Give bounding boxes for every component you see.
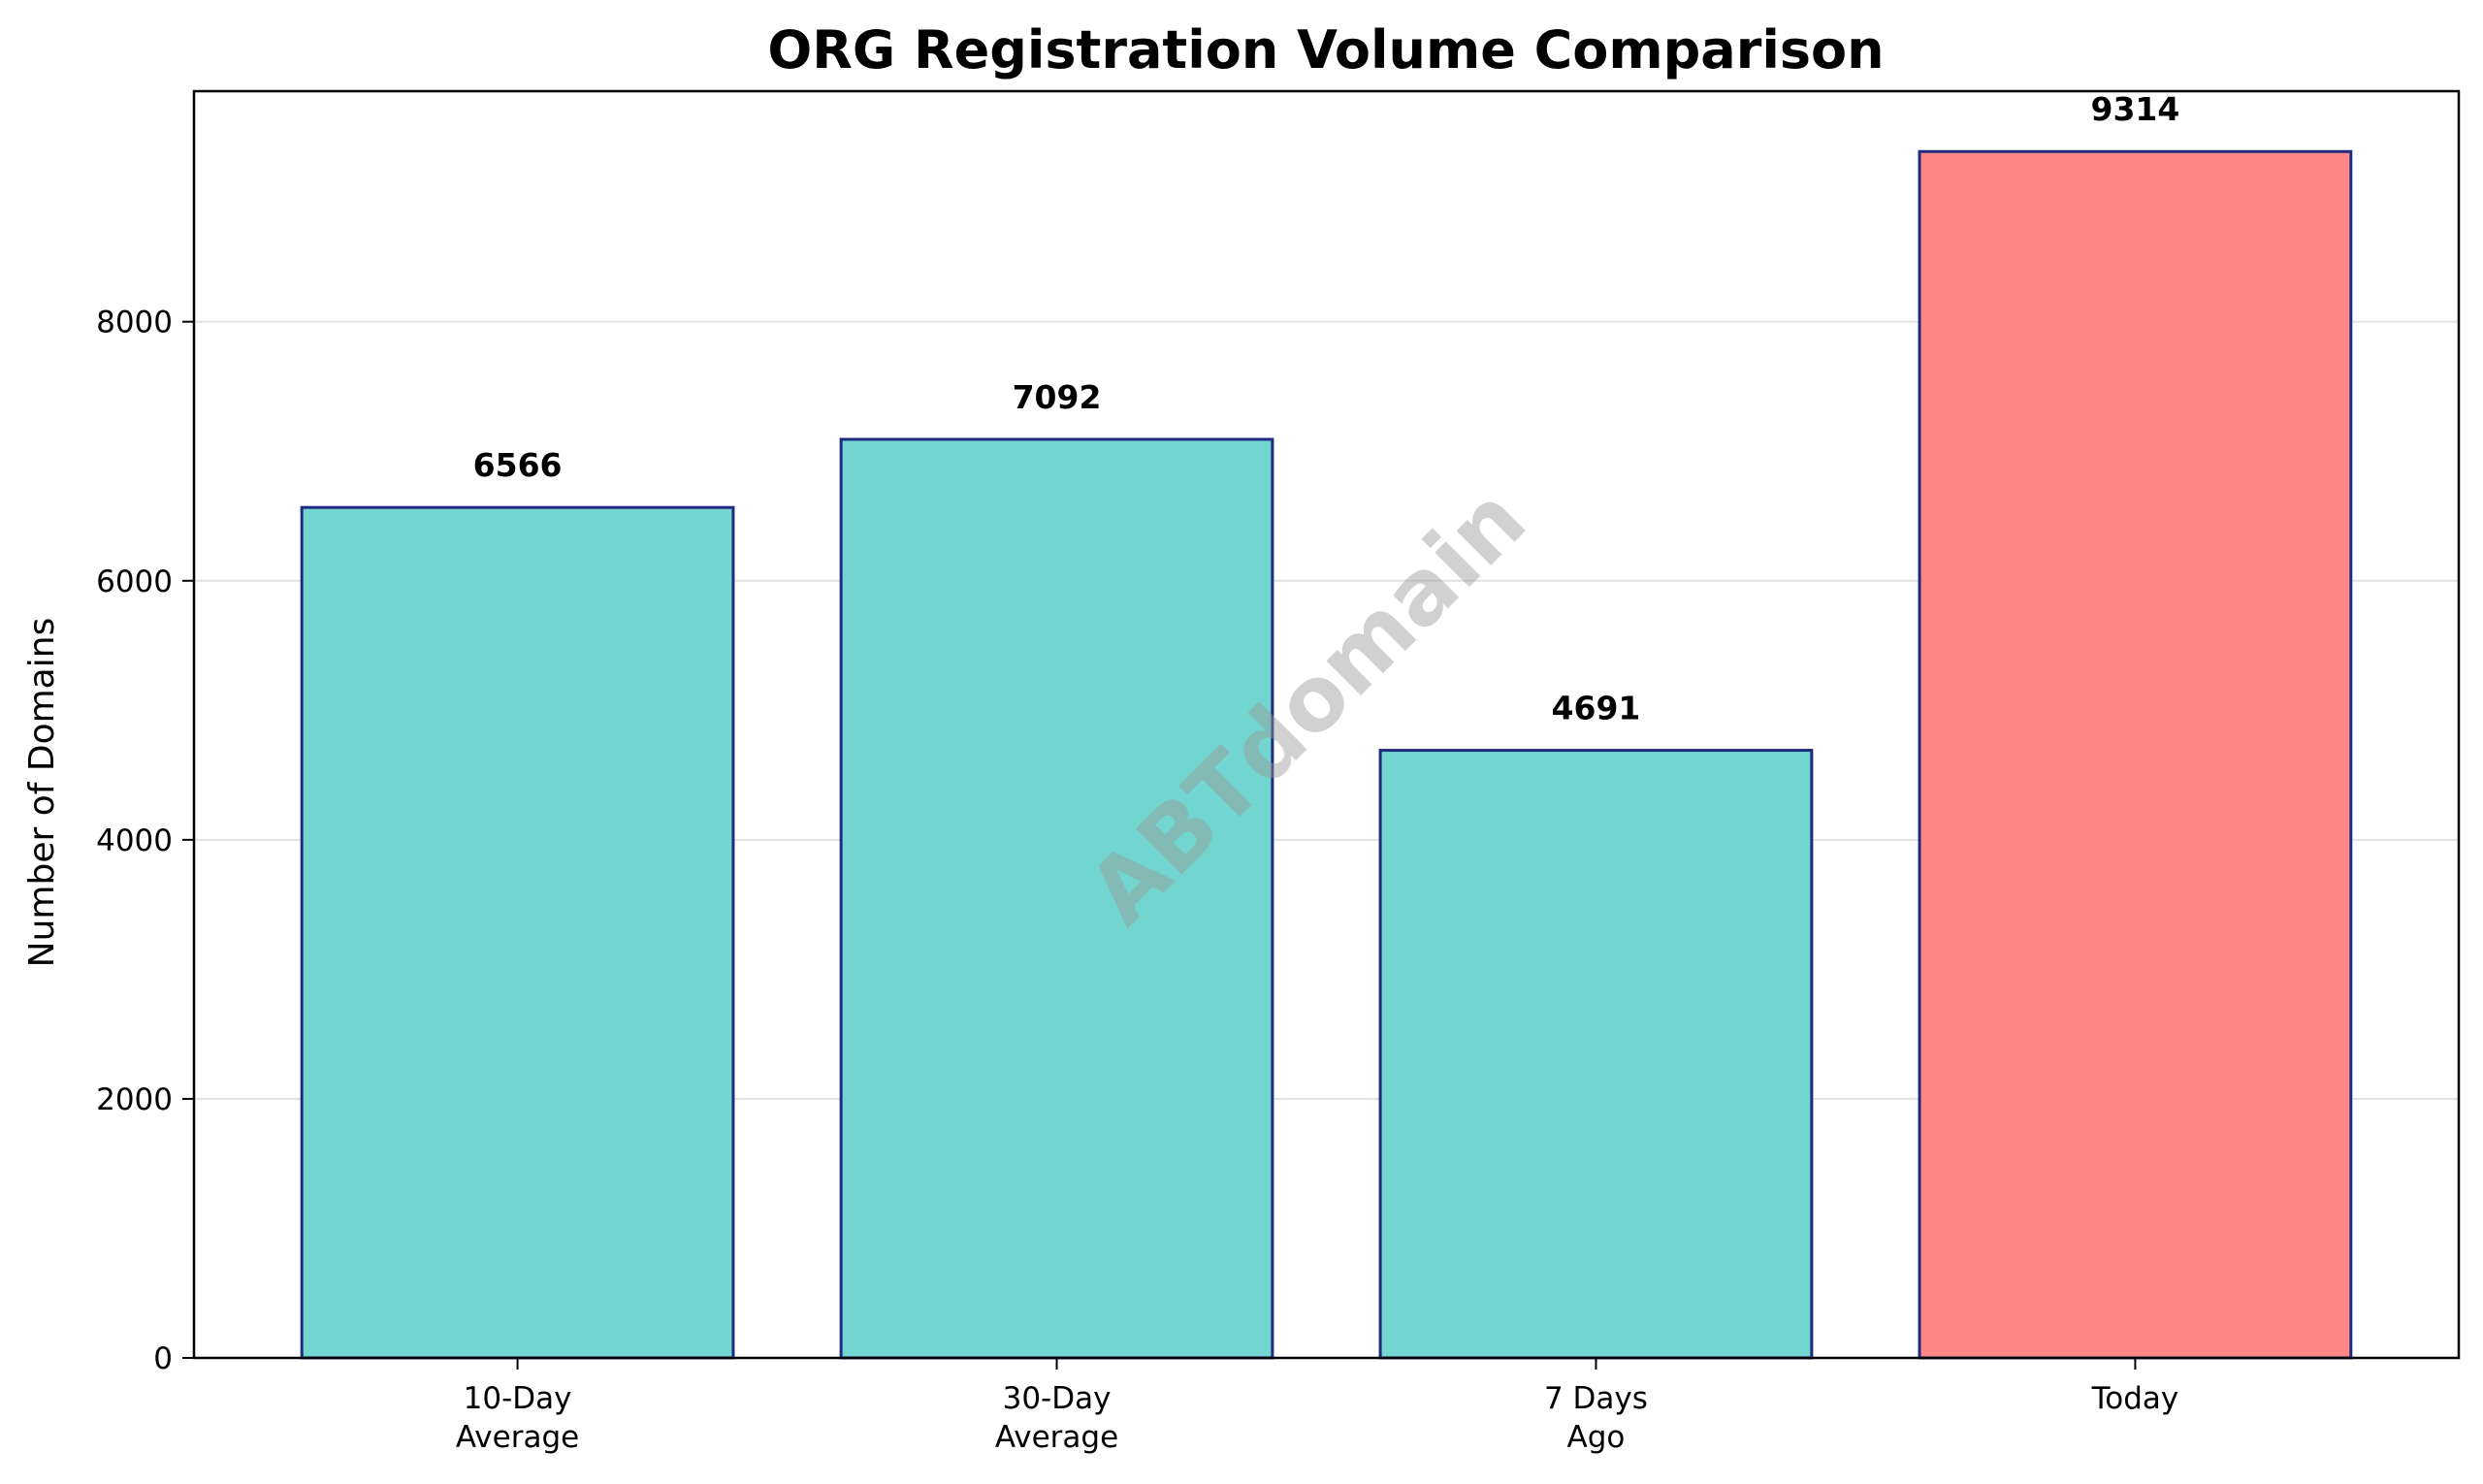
- data-label: 6566: [473, 446, 563, 484]
- y-tick-label: 6000: [96, 565, 173, 599]
- y-tick-label: 0: [153, 1341, 173, 1376]
- data-label: 7092: [1013, 378, 1102, 416]
- bar: [300, 505, 735, 1360]
- x-tick-label: 10-Day Average: [456, 1381, 579, 1455]
- bars: [300, 149, 2353, 1360]
- y-tick-label: 2000: [96, 1082, 173, 1117]
- y-tick-label: 4000: [96, 823, 173, 858]
- bar: [839, 437, 1274, 1360]
- data-label: 9314: [2090, 90, 2179, 128]
- x-tick-label: 30-Day Average: [995, 1381, 1118, 1455]
- x-tick-label: 7 Days Ago: [1544, 1381, 1648, 1455]
- y-tick-label: 8000: [96, 306, 173, 340]
- chart-title: ORG Registration Volume Comparison: [767, 19, 1884, 81]
- data-label: 4691: [1552, 690, 1641, 727]
- x-axis-ticks: 10-Day Average 30-Day Average 7 Days Ago Today: [456, 1358, 2178, 1455]
- bar: [1378, 749, 1814, 1360]
- y-axis-label: Number of Domains: [22, 618, 62, 968]
- data-labels: 6566 7092 4691 9314: [473, 90, 2180, 726]
- x-tick-label: Today: [2091, 1381, 2179, 1416]
- plot-frame: [192, 89, 2461, 1360]
- y-axis-ticks: 0 2000 4000 6000 8000: [96, 306, 194, 1376]
- bar: [1918, 149, 2353, 1360]
